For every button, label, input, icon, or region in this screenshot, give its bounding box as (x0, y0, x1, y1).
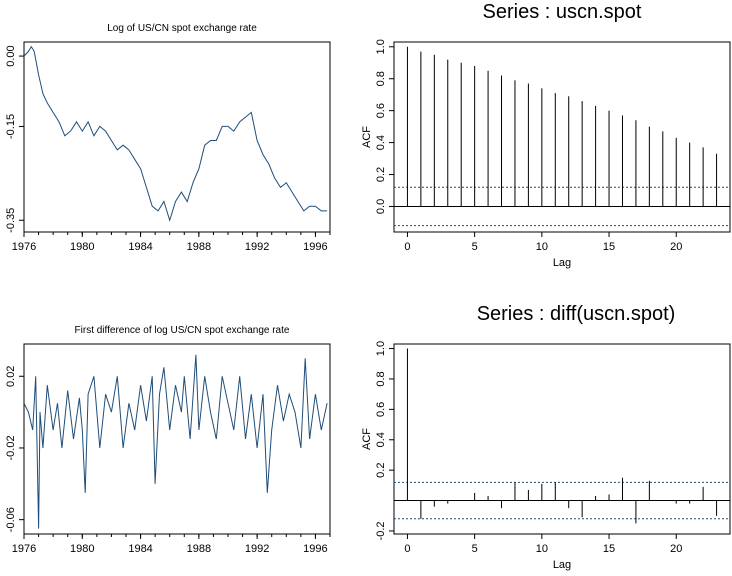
panel-acf-diff-uscn-spot: Series : diff(uscn.spot) 0 5 10 15 20 -0.2 0.2 0… (361, 303, 731, 571)
chart-title: Series : uscn.spot (483, 1, 642, 23)
chart-title: Series : diff(uscn.spot) (477, 303, 676, 325)
x-tick-label: 1992 (245, 543, 269, 555)
plot-frame (23, 41, 331, 233)
x-tick-label: 1980 (70, 543, 94, 555)
y-tick-label: -0.2 (375, 521, 387, 540)
x-tick-label: 5 (472, 543, 478, 555)
x-tick-label: 0 (404, 543, 410, 555)
y-tick-label: 0.8 (375, 71, 387, 86)
y-axis-label: ACF (361, 428, 373, 450)
x-tick-label: 1976 (12, 543, 36, 555)
x-tick-label: 20 (670, 241, 682, 253)
y-tick-label: 0.02 (5, 366, 17, 387)
y-tick-label: -0.15 (5, 114, 17, 139)
x-axis-label: Lag (553, 257, 571, 269)
y-tick-label: 0.0 (375, 199, 387, 214)
panel-acf-uscn-spot: Series : uscn.spot 0 5 10 15 20 0.0 0.2 0.4 0.6 0.… (361, 1, 731, 269)
x-tick-label: 5 (472, 241, 478, 253)
y-tick-label: 0.2 (375, 463, 387, 478)
panel-diff-log-spot-rate: First difference of log US/CN spot excha… (5, 325, 331, 555)
y-tick-label: 0.6 (375, 402, 387, 417)
y-tick-label: -0.35 (5, 208, 17, 233)
y-tick-label: 0.8 (375, 371, 387, 386)
x-tick-label: 1980 (70, 241, 94, 253)
y-axis-label: ACF (361, 126, 373, 148)
plot-frame (393, 343, 731, 535)
y-tick-label: 0.00 (5, 45, 17, 66)
x-tick-label: 0 (404, 241, 410, 253)
x-tick-label: 10 (536, 543, 548, 555)
y-tick-label: 0.6 (375, 103, 387, 118)
x-axis-label: Lag (553, 559, 571, 571)
x-tick-label: 10 (536, 241, 548, 253)
x-tick-label: 1988 (187, 241, 211, 253)
panel-log-spot-rate: Log of US/CN spot exchange rate 1976 1980 1… (5, 23, 331, 253)
x-tick-label: 1996 (303, 543, 327, 555)
y-tick-label: 0.4 (375, 432, 387, 447)
x-tick-label: 1984 (128, 543, 152, 555)
y-tick-label: -0.02 (5, 435, 17, 460)
y-tick-label: 1.0 (375, 341, 387, 356)
series-line (23, 354, 328, 529)
plot-frame (23, 343, 331, 535)
chart-title: First difference of log US/CN spot excha… (75, 325, 290, 336)
x-tick-label: 1984 (128, 241, 152, 253)
x-tick-label: 1976 (12, 241, 36, 253)
y-tick-label: 0.4 (375, 135, 387, 150)
series-line (23, 45, 328, 222)
x-tick-label: 20 (670, 543, 682, 555)
y-tick-label: 0.2 (375, 167, 387, 182)
y-tick-label: 1.0 (375, 39, 387, 54)
chart-title: Log of US/CN spot exchange rate (107, 23, 257, 34)
x-tick-label: 1988 (187, 543, 211, 555)
x-tick-label: 1996 (303, 241, 327, 253)
plot-frame (393, 41, 731, 233)
x-tick-label: 15 (603, 241, 615, 253)
x-tick-label: 15 (603, 543, 615, 555)
x-tick-label: 1992 (245, 241, 269, 253)
y-tick-label: -0.06 (5, 507, 17, 532)
